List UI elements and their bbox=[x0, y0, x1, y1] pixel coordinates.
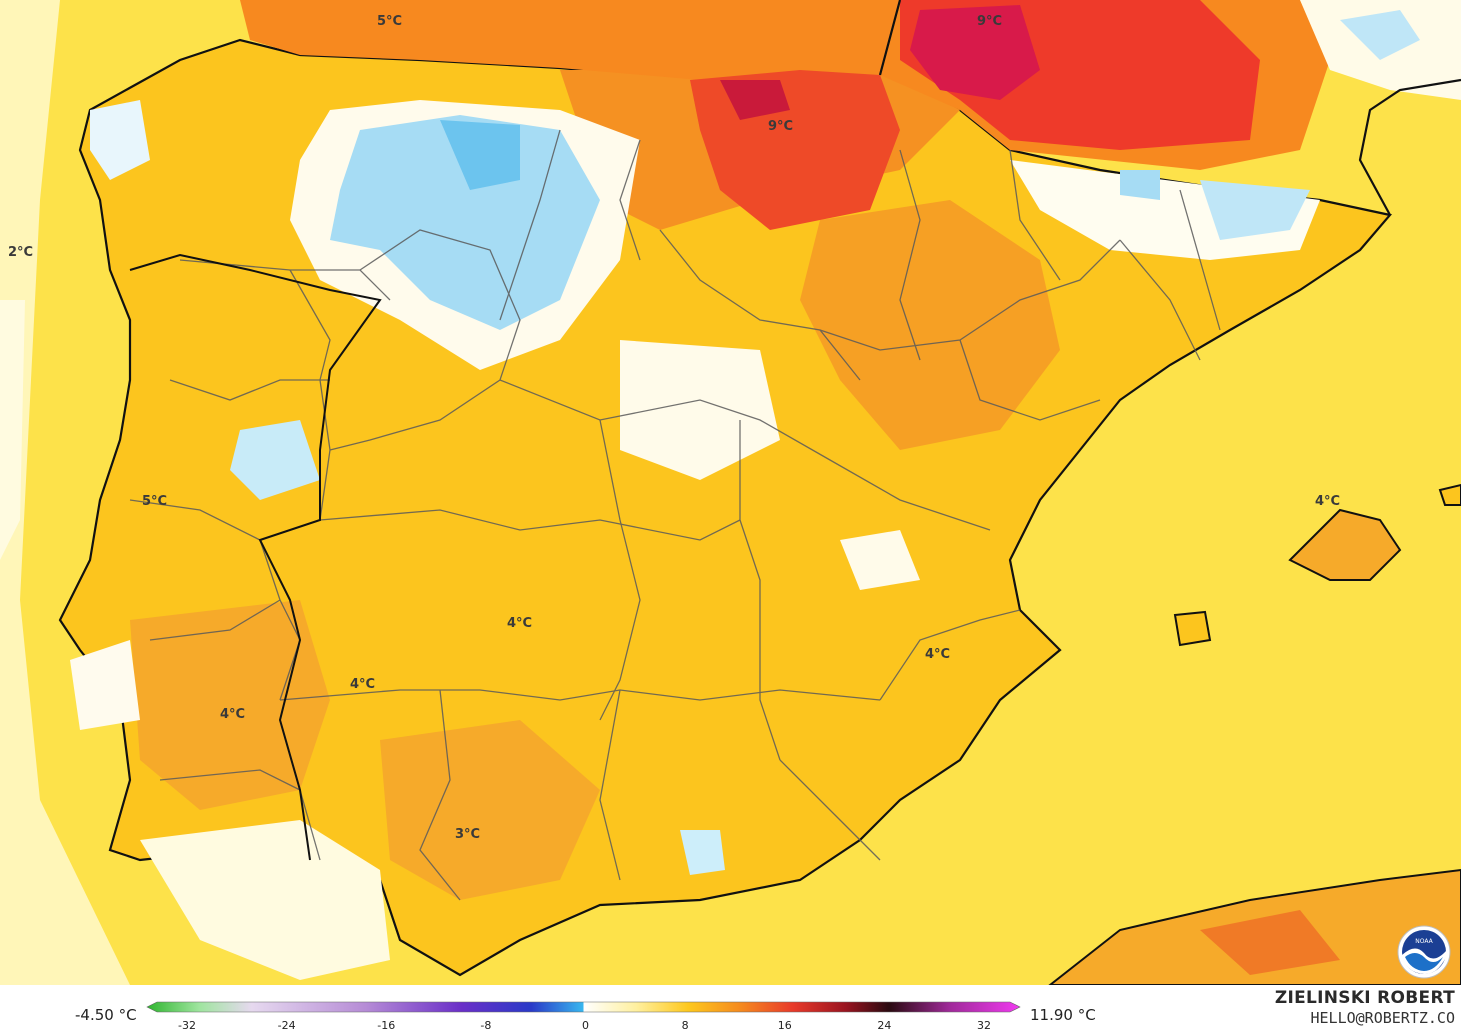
orange-zone-west bbox=[130, 600, 330, 810]
svg-text:NOAA: NOAA bbox=[1415, 938, 1433, 945]
legend-max-label: 11.90 °C bbox=[1030, 1006, 1096, 1024]
temp-label: 9°C bbox=[977, 14, 1002, 29]
white-zone-east-center bbox=[840, 530, 920, 590]
atlantic-pale-zone bbox=[0, 0, 130, 985]
color-scale-bar: -32 -24 -16 -8 0 8 16 24 32 bbox=[146, 1001, 1021, 1032]
blue-zone-north-interior bbox=[330, 115, 600, 330]
noaa-logo-icon: NOAA bbox=[1397, 925, 1451, 979]
crimson-core-france bbox=[910, 5, 1040, 100]
temp-label: 2°C bbox=[8, 245, 33, 260]
author-name: ZIELINSKI ROBERT bbox=[1274, 988, 1455, 1008]
color-scale-tick-label: 16 bbox=[778, 1019, 792, 1032]
color-scale-tick-label: 24 bbox=[877, 1019, 891, 1032]
ibiza-island bbox=[1173, 610, 1212, 647]
temp-label: 5°C bbox=[377, 14, 402, 29]
color-scale-tick-label: -16 bbox=[377, 1019, 395, 1032]
temp-label: 4°C bbox=[220, 707, 245, 722]
temp-label: 3°C bbox=[455, 827, 480, 842]
color-scale-tick-label: -24 bbox=[278, 1019, 296, 1032]
white-zone-huelva bbox=[140, 820, 390, 980]
blue-zone-center-west bbox=[230, 420, 320, 500]
crimson-core-biscay bbox=[720, 80, 790, 120]
map-temperature-labels: 5°C 9°C 9°C 2°C 5°C 4°C 4°C 4°C 4°C 4°C … bbox=[8, 14, 1340, 842]
temp-label: 4°C bbox=[350, 677, 375, 692]
region-boundaries bbox=[129, 129, 1221, 901]
legend-min-label: -4.50 °C bbox=[75, 1006, 137, 1024]
blue-core-north-interior bbox=[440, 120, 520, 190]
temp-label: 9°C bbox=[768, 119, 793, 134]
author-email: HELLO@ROBERTZ.CO bbox=[1310, 1009, 1456, 1027]
blue-zone-pyrenees bbox=[1120, 170, 1160, 200]
menorca-island bbox=[1438, 483, 1461, 506]
blue-zone-galicia bbox=[90, 100, 150, 180]
france-coastline bbox=[878, 0, 902, 76]
white-zone-lisbon bbox=[70, 640, 140, 730]
temp-label: 4°C bbox=[925, 647, 950, 662]
temp-label: 4°C bbox=[1315, 494, 1340, 509]
north-africa-red bbox=[1200, 910, 1340, 975]
temp-label: 4°C bbox=[507, 616, 532, 631]
orange-zone-south bbox=[380, 720, 600, 900]
france-med-coast bbox=[1358, 78, 1461, 216]
atlantic-white-zone bbox=[0, 300, 25, 560]
color-scale-tick-label: -8 bbox=[480, 1019, 491, 1032]
blue-zone-pyrenees-east bbox=[1200, 180, 1310, 240]
blue-zone-ne-corner bbox=[1340, 10, 1420, 60]
temp-label: 5°C bbox=[142, 494, 167, 509]
color-scale-tick-label: -32 bbox=[178, 1019, 196, 1032]
mallorca-island bbox=[1288, 508, 1402, 581]
orange-zone-east bbox=[800, 200, 1060, 450]
portugal-border bbox=[129, 253, 382, 861]
temperature-anomaly-map: 5°C 9°C 9°C 2°C 5°C 4°C 4°C 4°C 4°C 4°C … bbox=[0, 0, 1461, 985]
color-scale-tick-label: 8 bbox=[682, 1019, 689, 1032]
color-scale-ticks: -32 -24 -16 -8 0 8 16 24 32 bbox=[178, 1019, 991, 1032]
blue-zone-granada bbox=[680, 830, 725, 875]
color-scale-tick-label: 0 bbox=[582, 1019, 589, 1032]
color-scale-tick-label: 32 bbox=[977, 1019, 991, 1032]
